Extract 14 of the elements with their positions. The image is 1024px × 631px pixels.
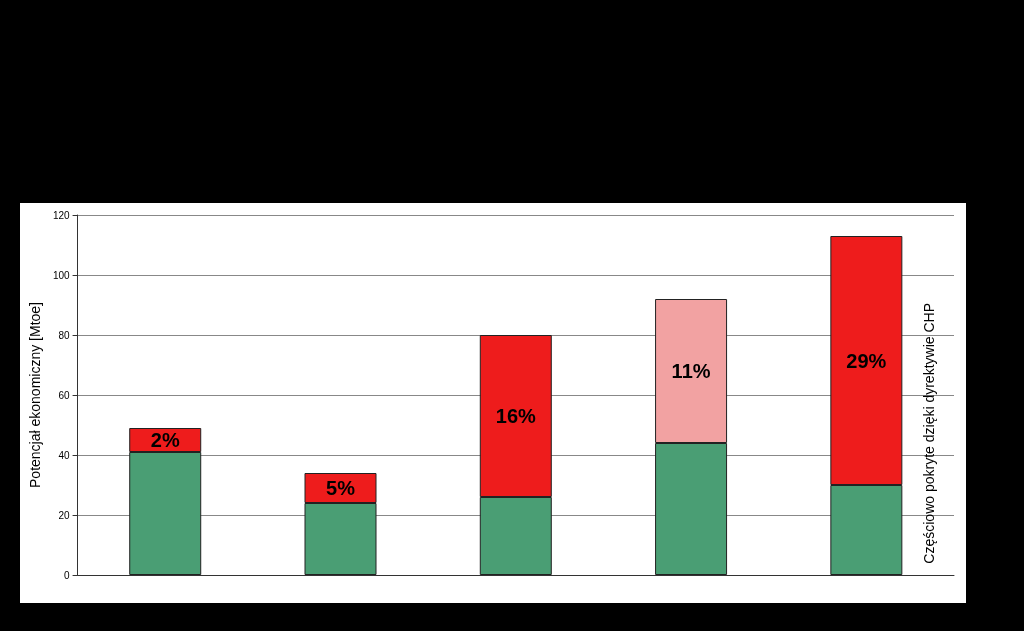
y-tick-label: 0 bbox=[64, 569, 71, 581]
annotation: 16% bbox=[495, 405, 537, 427]
annotation: 5% bbox=[326, 477, 356, 499]
y-axis-title: Potencjał ekonomiczny [Mtoe] bbox=[27, 302, 43, 488]
y-tick-label: 120 bbox=[52, 209, 71, 221]
annotation: 29% bbox=[846, 349, 887, 372]
y-tick-label: 60 bbox=[58, 389, 71, 401]
y-tick-label: 100 bbox=[52, 269, 71, 281]
y-tick-label: 40 bbox=[58, 449, 71, 461]
annotation: Częściowo pokryte dzięki dyrektywie CHP bbox=[921, 303, 937, 564]
y-tick-label: 20 bbox=[58, 509, 71, 521]
y-tick-label: 80 bbox=[58, 329, 71, 341]
annotation: 11% bbox=[671, 360, 711, 382]
annotation: 2% bbox=[150, 429, 180, 451]
